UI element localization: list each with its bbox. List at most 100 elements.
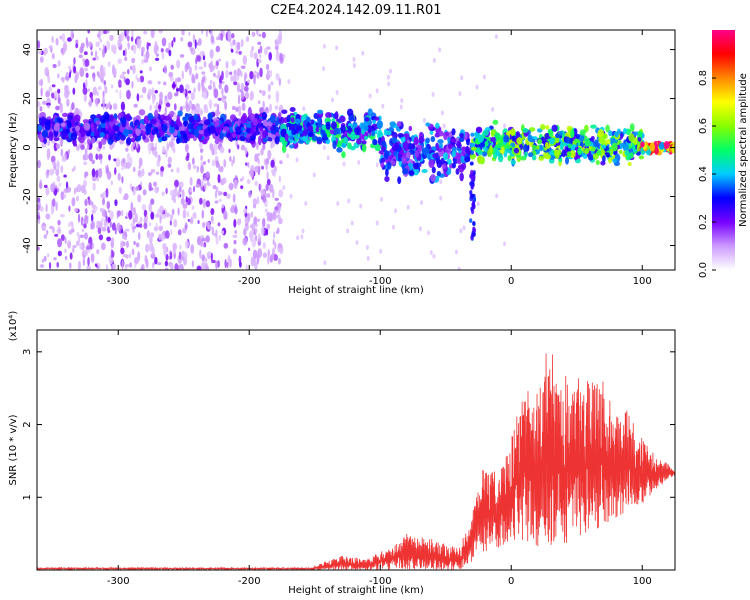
spectrogram-cell — [225, 60, 229, 69]
spectrogram-cell — [87, 256, 90, 267]
spectrogram-cell — [471, 180, 475, 185]
spectrogram-cell — [212, 184, 217, 190]
spectrogram-cell — [136, 254, 140, 263]
spectrogram-cell — [188, 90, 192, 94]
spectrogram-cell — [143, 209, 148, 218]
spectrogram-cell — [92, 57, 96, 61]
spectrogram-cell — [140, 266, 145, 270]
spectrogram-cell — [259, 107, 264, 114]
spectrogram-cell — [282, 53, 286, 59]
spectrogram-cell — [439, 195, 443, 201]
spectrogram-x-tick-label: -300 — [107, 276, 130, 287]
spectrogram-cell — [181, 70, 184, 80]
spectrogram-cell — [240, 115, 248, 123]
spectrogram-cell — [346, 108, 354, 117]
spectrogram-cell — [462, 225, 466, 231]
spectrogram-cell — [260, 226, 265, 236]
spectrogram-cell — [183, 257, 188, 265]
spectrogram-cell — [252, 249, 258, 260]
spectrogram-cell — [303, 127, 308, 137]
spectrogram-cell — [55, 37, 59, 46]
spectrogram-cell — [153, 181, 158, 187]
spectrogram-cell — [52, 198, 56, 207]
spectrogram-cell — [57, 219, 61, 226]
spectrogram-cell — [180, 197, 185, 206]
spectrogram-cell — [254, 153, 259, 163]
spectrogram-cell — [425, 137, 430, 144]
spectrogram-y-tick-label: -20 — [22, 188, 33, 204]
spectrogram-cell — [272, 238, 275, 246]
spectrogram-cell — [277, 257, 281, 265]
spectrogram-cell — [442, 152, 449, 161]
spectrogram-cell — [188, 116, 195, 123]
spectrogram-cell — [457, 266, 461, 270]
spectrogram-cell — [52, 226, 55, 234]
spectrogram-cell — [108, 121, 114, 127]
spectrogram-cell — [208, 84, 212, 90]
spectrogram-cell — [257, 248, 263, 258]
spectrogram-cell — [174, 263, 179, 270]
spectrogram-cell — [193, 128, 199, 138]
spectrogram-cell — [368, 93, 372, 99]
spectrogram-cell — [91, 209, 96, 214]
spectrogram-cell — [192, 157, 195, 165]
spectrogram-cell — [544, 132, 550, 140]
spectrogram-cell — [111, 237, 115, 245]
spectrogram-cell — [107, 61, 111, 67]
spectrogram-cell — [576, 133, 580, 140]
spectrogram-cell — [381, 103, 385, 109]
spectrogram-cell — [257, 59, 262, 64]
spectrogram-cell — [181, 189, 185, 199]
spectrogram-cell — [112, 44, 117, 55]
spectrogram-cell — [281, 144, 287, 154]
spectrogram-cell — [411, 143, 416, 150]
spectrogram-cell — [396, 120, 402, 127]
spectrogram-cell — [121, 167, 124, 171]
spectrogram-cell — [172, 246, 176, 255]
spectrogram-cell — [99, 220, 103, 229]
spectrogram-cell — [289, 135, 294, 140]
spectrogram-cell — [412, 167, 420, 176]
spectrogram-cell — [380, 157, 386, 164]
spectrogram-cell — [69, 71, 72, 79]
spectrogram-cell — [602, 155, 606, 163]
spectrogram-cell — [159, 205, 164, 214]
spectrogram-cell — [378, 129, 382, 137]
spectrogram-cell — [82, 257, 86, 267]
spectrogram-y-ticks: -40 -20 0 20 40 — [22, 43, 675, 254]
spectrogram-cell — [124, 228, 130, 232]
spectrogram-cell — [482, 129, 489, 136]
spectrogram-cell — [129, 183, 133, 190]
spectrogram-cell — [39, 106, 43, 112]
spectrogram-cell — [325, 112, 332, 119]
spectrogram-cell — [125, 162, 131, 169]
spectrogram-cell — [51, 92, 55, 99]
spectrogram-cell — [605, 152, 610, 158]
spectrogram-cell — [307, 125, 314, 132]
spectrogram-cell — [186, 61, 190, 70]
spectrogram-cell — [266, 223, 271, 230]
spectrogram-cell — [265, 73, 270, 81]
spectrogram-cell — [203, 108, 209, 114]
colorbar-tick-label: 0.8 — [698, 70, 709, 86]
spectrogram-cell — [126, 35, 130, 42]
spectrogram-cell — [325, 117, 331, 123]
spectrogram-cell — [205, 30, 208, 38]
spectrogram-cell — [150, 198, 155, 205]
spectrogram-cell — [99, 207, 105, 213]
spectrogram-cell — [133, 103, 138, 108]
spectrogram-cell — [229, 71, 233, 76]
spectrogram-cell — [52, 161, 57, 166]
spectrogram-cell — [255, 223, 258, 228]
spectrogram-cell — [198, 130, 205, 135]
spectrogram-cell — [335, 45, 339, 51]
spectrogram-cell — [385, 130, 392, 136]
spectrogram-cell — [398, 157, 402, 162]
spectrogram-cell — [160, 166, 165, 172]
spectrogram-cell — [102, 48, 106, 58]
spectrogram-cell — [427, 230, 431, 236]
spectrogram-cell — [97, 85, 102, 91]
spectrogram-cell — [290, 116, 295, 123]
snr-x-tick-label: 0 — [508, 576, 514, 587]
spectrogram-cell — [471, 230, 475, 236]
